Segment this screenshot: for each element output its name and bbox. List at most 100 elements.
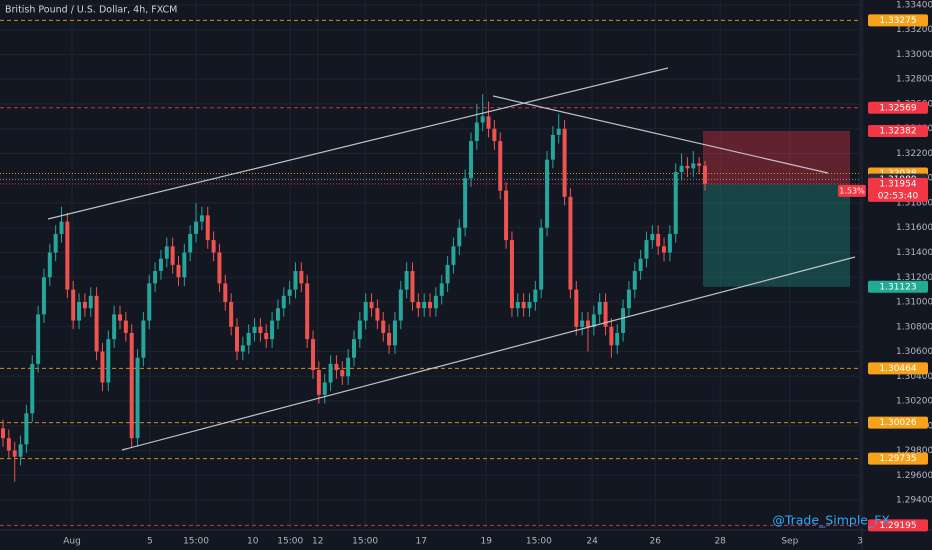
axes: 1.334001.332001.330001.328001.326001.324…	[63, 0, 932, 546]
candle-body	[211, 240, 216, 253]
candle-body	[299, 271, 304, 284]
candle-body	[650, 233, 655, 241]
candle-body	[504, 190, 509, 241]
level-label-box	[868, 14, 928, 27]
candle-body	[351, 339, 356, 358]
candle-body	[545, 159, 550, 228]
candle-body	[53, 233, 58, 253]
x-tick-label: 17	[416, 537, 427, 547]
candle-body	[357, 320, 362, 340]
candle-body	[480, 116, 485, 123]
candle-body	[428, 302, 433, 309]
candle-body	[223, 283, 228, 303]
candle-body	[293, 271, 298, 290]
y-tick-label: 1.30800	[896, 322, 932, 332]
candle-body	[603, 302, 608, 327]
last-price-label: 1.31954	[879, 179, 916, 189]
candle-body	[182, 252, 187, 278]
candle-body	[527, 302, 532, 309]
candle-body	[41, 277, 46, 315]
candle-body	[691, 163, 696, 169]
candle-body	[591, 314, 596, 327]
candle-body	[451, 246, 456, 265]
candle-body	[153, 271, 158, 284]
level-label: 1.32382	[879, 126, 916, 136]
candle-body	[375, 308, 380, 321]
candle-body	[258, 326, 263, 333]
x-tick-label: 28	[714, 537, 726, 547]
candle-body	[685, 165, 690, 169]
level-label-box	[868, 280, 928, 293]
y-tick-label: 1.31600	[896, 223, 932, 233]
y-tick-label: 1.31000	[896, 298, 932, 308]
x-tick-label: 12	[312, 537, 323, 547]
watermark: @Trade_Simple_FX	[772, 513, 890, 528]
candle-body	[422, 302, 427, 309]
countdown-label: 02:53:40	[878, 191, 919, 201]
y-tick-label: 1.31400	[896, 248, 932, 258]
candle-body	[246, 332, 251, 346]
y-tick-label: 1.32800	[896, 75, 932, 85]
candle-body	[217, 252, 222, 284]
candle-body	[147, 283, 152, 321]
candle-body	[556, 128, 561, 135]
x-tick-label: 3	[857, 537, 863, 547]
candle-body	[170, 246, 175, 265]
candle-body	[638, 258, 643, 272]
candle-body	[176, 264, 181, 278]
candle-body	[117, 314, 122, 321]
candle-body	[468, 141, 473, 179]
y-tick-label: 1.33200	[896, 25, 932, 35]
y-tick-label: 1.33000	[896, 50, 932, 60]
level-label: 1.31123	[879, 282, 916, 292]
candle-body	[129, 332, 134, 439]
candle-body	[644, 240, 649, 259]
candle-body	[533, 289, 538, 303]
candle-body	[18, 444, 23, 457]
candle-body	[457, 227, 462, 247]
candle-body	[609, 326, 614, 346]
candle-body	[123, 320, 128, 333]
candle-body	[597, 302, 602, 315]
level-label: 1.29735	[879, 454, 916, 464]
candle-body	[673, 172, 678, 234]
x-tick-label: 24	[586, 537, 598, 547]
candle-body	[6, 438, 11, 451]
candle-body	[100, 351, 105, 383]
candle-body	[234, 326, 239, 352]
candle-body	[521, 302, 526, 309]
candle-body	[30, 363, 35, 414]
candle-body	[94, 295, 99, 352]
candle-body	[580, 320, 585, 327]
candle-body	[340, 370, 345, 377]
candle-body	[667, 233, 672, 253]
candle-body	[585, 320, 590, 327]
candle-body	[387, 332, 392, 346]
last-price-box	[868, 177, 928, 202]
candle-body	[287, 289, 292, 296]
channel-lower	[121, 256, 856, 451]
candle-body	[515, 302, 520, 309]
candle-body	[106, 339, 111, 383]
candle-body	[492, 128, 497, 142]
x-tick-label: 15:00	[183, 537, 209, 547]
x-tick-label: 10	[247, 537, 259, 547]
y-tick-label: 1.30400	[896, 372, 932, 382]
level-label: 1.32569	[879, 103, 916, 113]
candle-body	[463, 178, 468, 228]
candle-body	[486, 116, 491, 129]
candle-body	[433, 295, 438, 309]
candle-body	[410, 271, 415, 303]
y-tick-label: 1.33400	[896, 0, 932, 10]
change-label-box	[838, 184, 866, 197]
candle-body	[574, 289, 579, 327]
candle-body	[65, 221, 70, 290]
candle-body	[305, 283, 310, 340]
y-tick-label: 1.30200	[896, 397, 932, 407]
level-label-box	[868, 124, 928, 137]
candle-body	[281, 295, 286, 309]
candle-body	[158, 258, 163, 272]
candle-body	[188, 233, 193, 253]
chart-title: British Pound / U.S. Dollar, 4h, FXCM	[5, 5, 177, 16]
